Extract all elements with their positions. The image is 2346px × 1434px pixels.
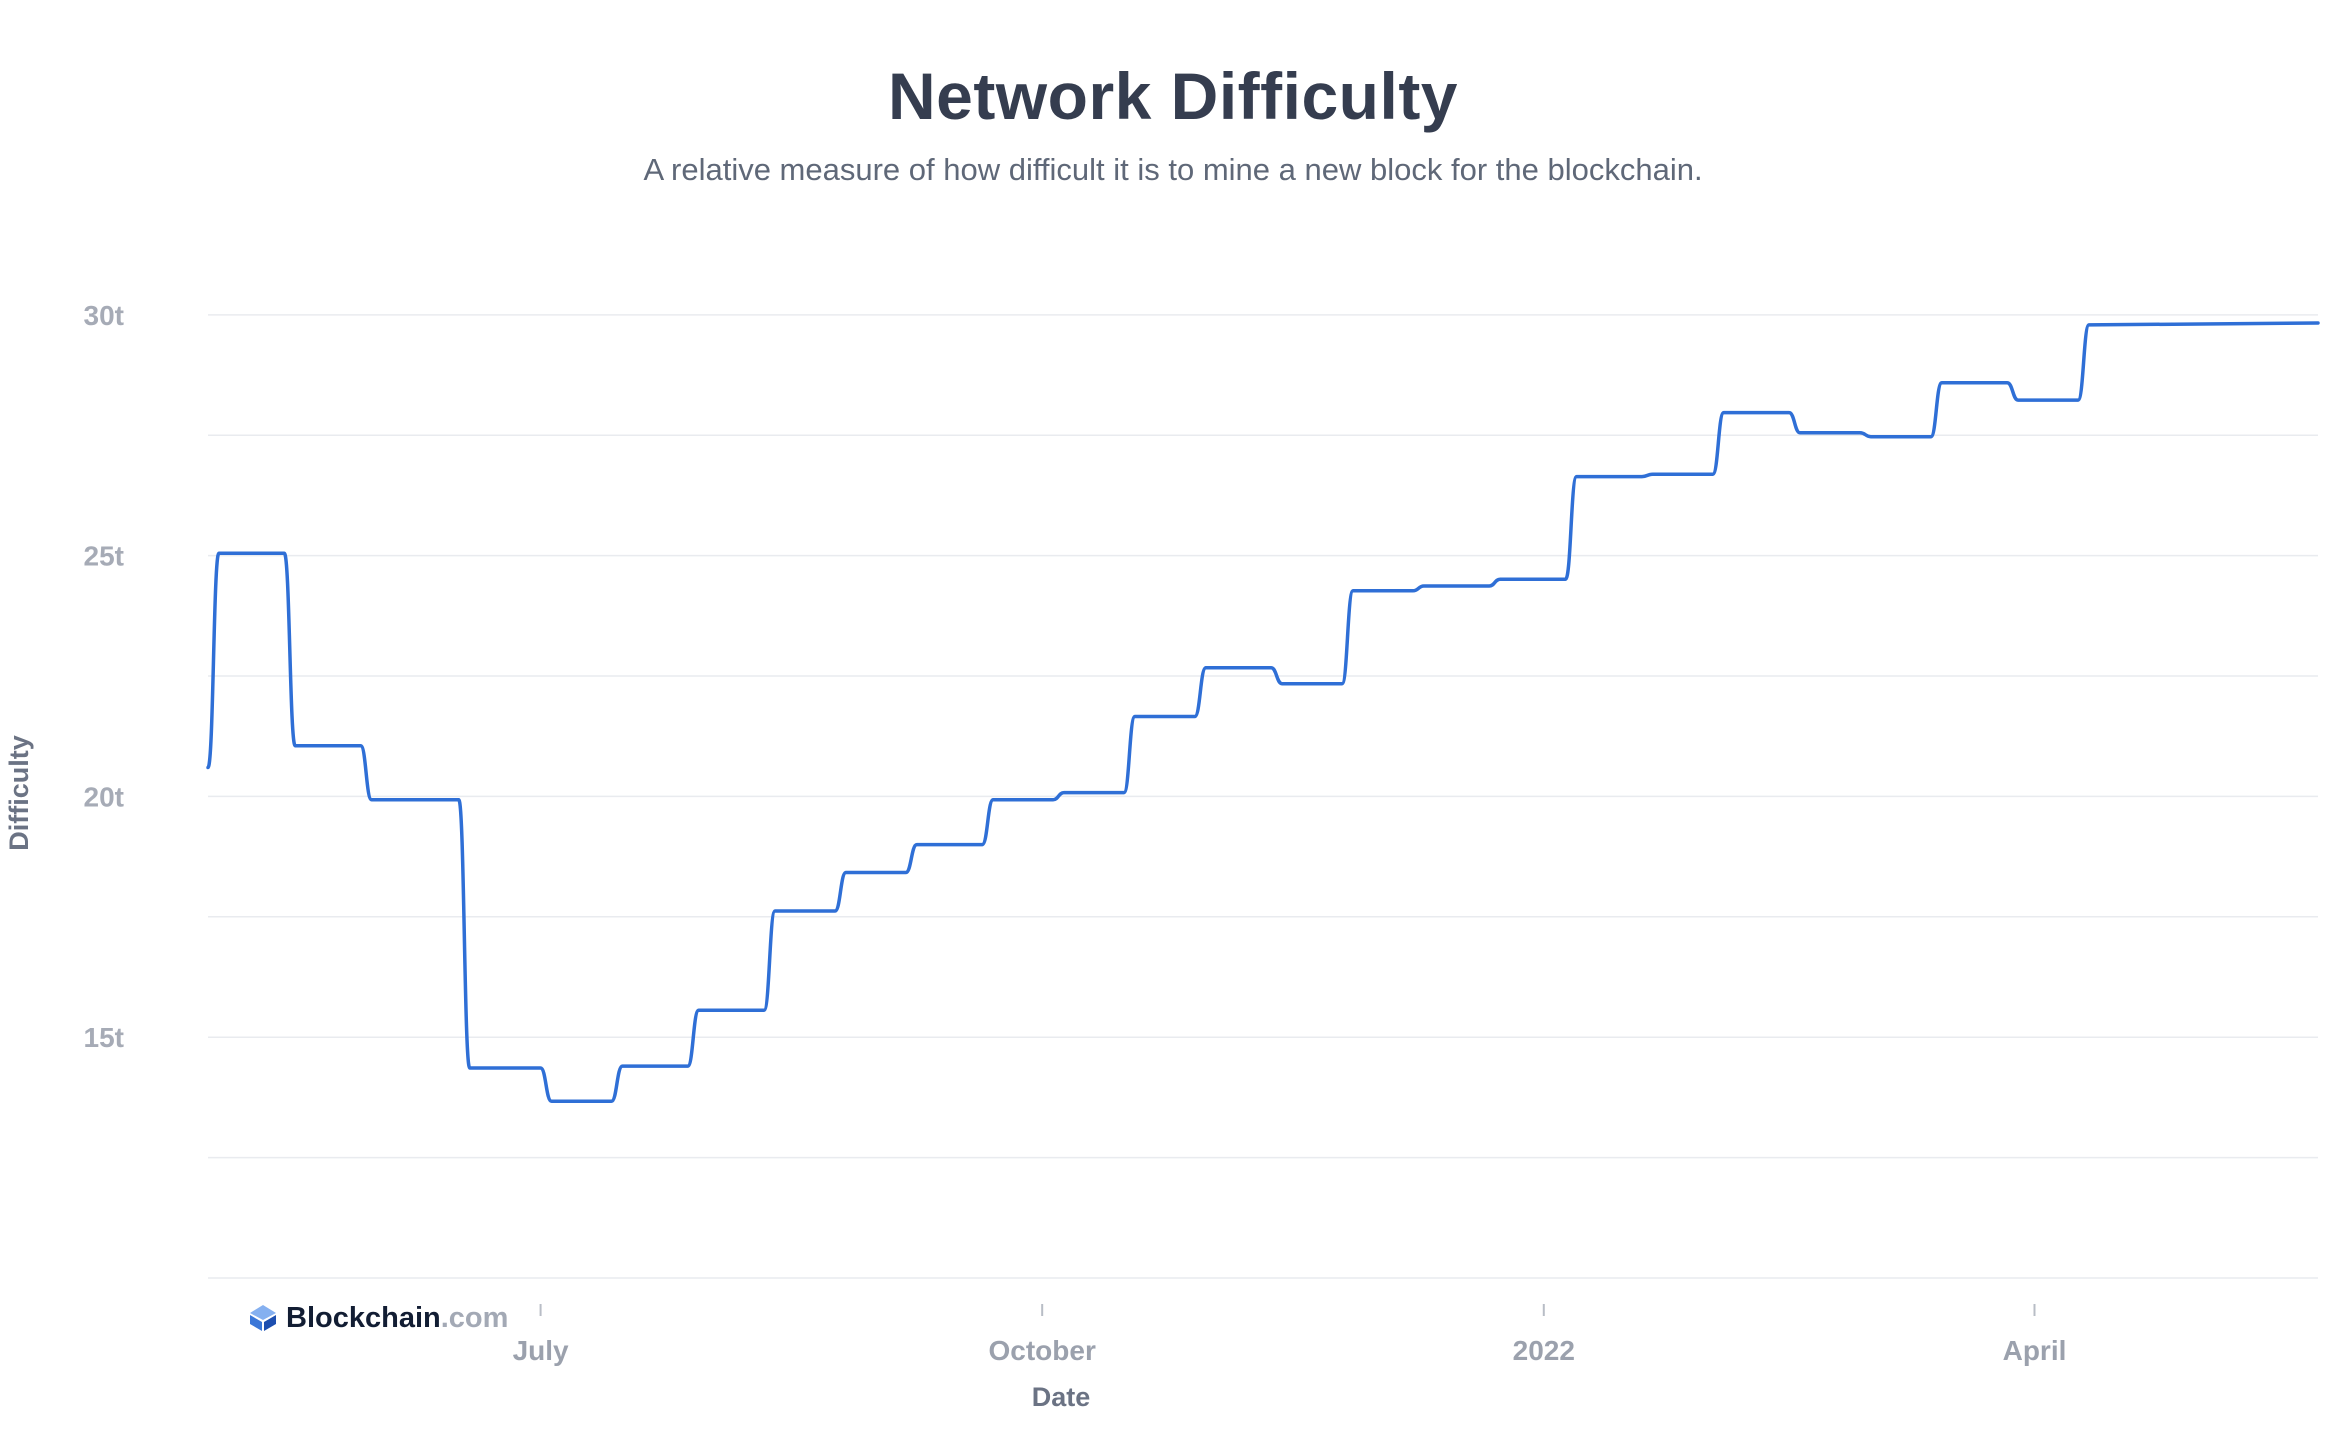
grid-lines	[208, 314, 2318, 1279]
chart-subtitle: A relative measure of how difficult it i…	[643, 152, 1703, 187]
chart-title: Network Difficulty	[887, 59, 1459, 133]
difficulty-line	[206, 321, 2320, 1104]
x-tick-label: October	[989, 1335, 1096, 1366]
x-axis-ticks: July October 2022 April	[513, 1304, 2067, 1366]
blockchain-logo-icon	[250, 1305, 276, 1331]
x-tick-label: July	[513, 1335, 569, 1366]
y-axis-ticks: 15t 20t 25t 30t	[84, 300, 124, 1053]
brand-name: Blockchain	[286, 1301, 441, 1334]
y-axis-title: Difficulty	[4, 735, 34, 851]
blockchain-brand: Blockchain .com	[248, 1300, 508, 1336]
x-axis-title: Date	[1032, 1382, 1091, 1412]
y-tick-label: 20t	[84, 781, 124, 812]
x-tick-label: 2022	[1513, 1335, 1575, 1366]
series-layer	[206, 321, 2320, 1104]
y-tick-label: 15t	[84, 1022, 124, 1053]
y-tick-label: 25t	[84, 541, 124, 572]
brand-domain: .com	[440, 1301, 509, 1334]
y-tick-label: 30t	[84, 300, 124, 331]
x-tick-label: April	[2003, 1335, 2067, 1366]
